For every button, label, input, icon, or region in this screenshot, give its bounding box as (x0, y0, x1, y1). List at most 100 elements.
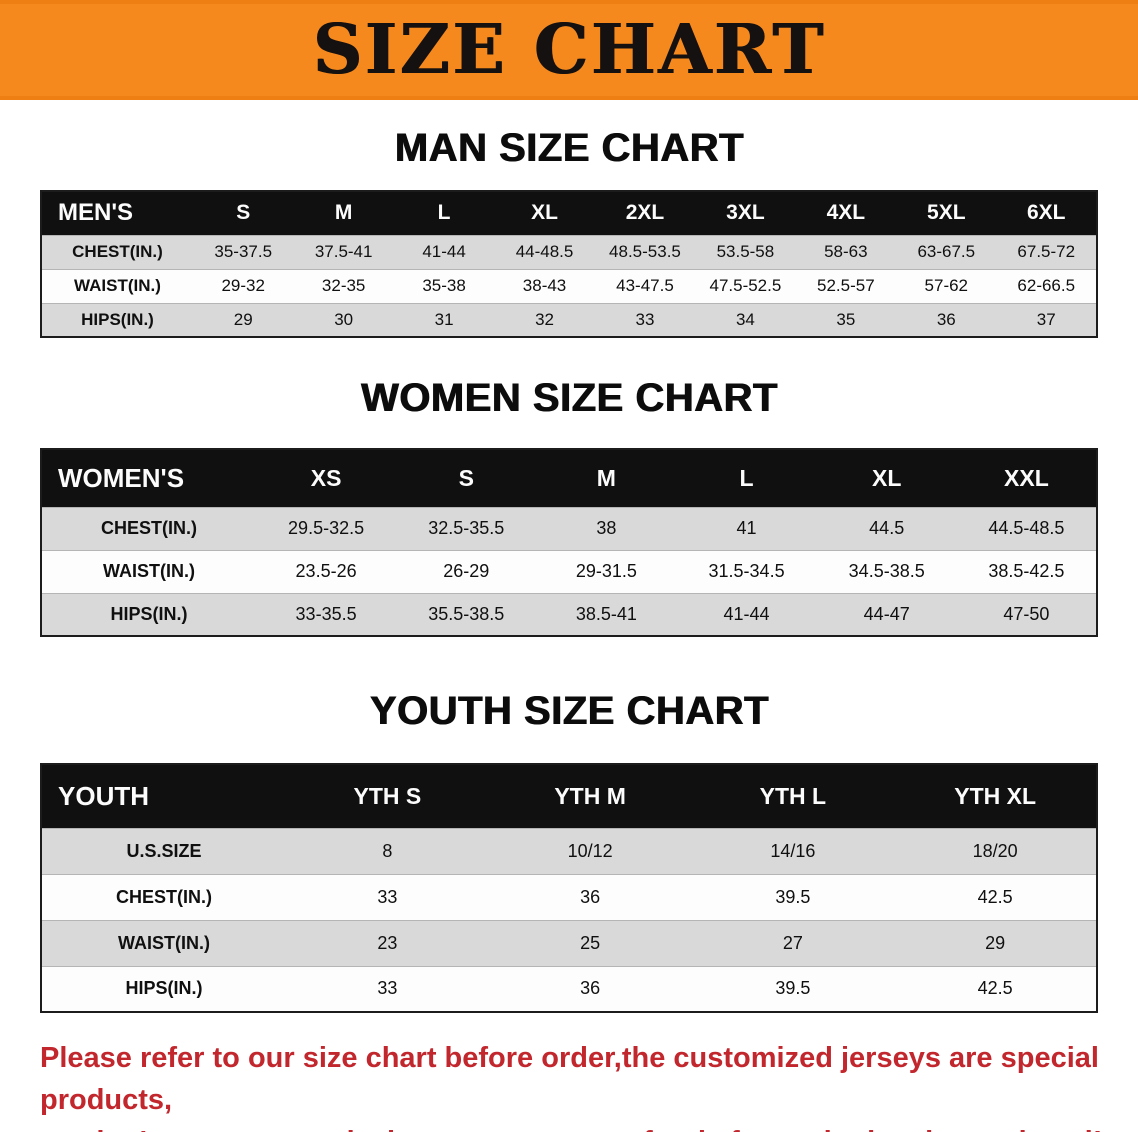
value-cell: 63-67.5 (896, 234, 997, 269)
value-cell: 23.5-26 (256, 549, 397, 593)
value-cell: 67.5-72 (996, 234, 1097, 269)
value-cell: 38.5-42.5 (956, 549, 1097, 593)
value-cell: 32 (494, 302, 595, 337)
section-heading: WOMEN SIZE CHART (360, 376, 778, 420)
value-cell: 34.5-38.5 (816, 549, 957, 593)
size-chart-section: WOMEN SIZE CHART WOMEN'S XS S M L XL XXL CHEST(I… (0, 374, 1138, 637)
row-label-cell: HIPS(IN.) (41, 965, 286, 1012)
footer-note: Please refer to our size chart before or… (40, 1037, 1118, 1132)
measurement-row: U.S.SIZE 8 10/12 14/16 18/20 (41, 827, 1097, 874)
row-label-cell: HIPS(IN.) (41, 592, 256, 636)
value-cell: 29.5-32.5 (256, 506, 397, 550)
value-cell: 35-37.5 (193, 234, 294, 269)
row-label-cell: WAIST(IN.) (41, 549, 256, 593)
measurement-row: HIPS(IN.) 33 36 39.5 42.5 (41, 965, 1097, 1012)
table-title-cell: MEN'S (41, 191, 193, 235)
size-header-cell: S (396, 449, 537, 507)
value-cell: 41-44 (676, 592, 817, 636)
value-cell: 44-47 (816, 592, 957, 636)
row-label-cell: WAIST(IN.) (41, 268, 193, 303)
value-cell: 62-66.5 (996, 268, 1097, 303)
value-cell: 42.5 (894, 873, 1097, 920)
value-cell: 27 (691, 919, 895, 966)
value-cell: 10/12 (488, 827, 692, 874)
value-cell: 29-31.5 (536, 549, 677, 593)
banner-title: SIZE CHART (312, 10, 826, 90)
size-header-cell: L (676, 449, 817, 507)
value-cell: 18/20 (894, 827, 1097, 874)
size-table: YOUTH YTH S YTH M YTH L YTH XL U.S.SIZE 8 10/12… (40, 763, 1098, 1013)
value-cell: 25 (488, 919, 692, 966)
measurement-row: CHEST(IN.) 29.5-32.5 32.5-35.5 38 41 44.5 44.5… (41, 506, 1097, 550)
value-cell: 44.5 (816, 506, 957, 550)
size-header-cell: 6XL (996, 191, 1097, 235)
size-header-cell: YTH XL (894, 764, 1097, 828)
value-cell: 43-47.5 (594, 268, 696, 303)
value-cell: 35.5-38.5 (396, 592, 537, 636)
value-cell: 44.5-48.5 (956, 506, 1097, 550)
value-cell: 36 (896, 302, 997, 337)
measurement-row: CHEST(IN.) 33 36 39.5 42.5 (41, 873, 1097, 920)
value-cell: 33-35.5 (256, 592, 397, 636)
value-cell: 58-63 (795, 234, 897, 269)
value-cell: 42.5 (894, 965, 1097, 1012)
value-cell: 32-35 (293, 268, 394, 303)
value-cell: 29 (193, 302, 294, 337)
value-cell: 44-48.5 (494, 234, 595, 269)
measurement-row: HIPS(IN.) 29 30 31 32 33 34 35 36 37 (41, 302, 1097, 337)
row-label-cell: CHEST(IN.) (41, 506, 256, 550)
section-heading: MAN SIZE CHART (394, 126, 744, 170)
row-label-cell: U.S.SIZE (41, 827, 286, 874)
size-header-cell: L (393, 191, 495, 235)
table-header-row: WOMEN'S XS S M L XL XXL (41, 449, 1097, 507)
size-header-cell: XXL (956, 449, 1097, 507)
size-chart-section: YOUTH SIZE CHART YOUTH YTH S YTH M YTH L YTH … (0, 687, 1138, 1013)
value-cell: 41-44 (393, 234, 495, 269)
size-chart-section: MAN SIZE CHART MEN'S S M L XL 2XL 3XL 4XL 5XL 6XL C… (0, 124, 1138, 338)
value-cell: 29-32 (193, 268, 294, 303)
value-cell: 31 (393, 302, 495, 337)
value-cell: 47.5-52.5 (695, 268, 796, 303)
size-header-cell: M (536, 449, 677, 507)
row-label-cell: HIPS(IN.) (41, 302, 193, 337)
footer-line-2: we don't accept cancel, change, teturn o… (40, 1121, 1118, 1132)
value-cell: 32.5-35.5 (396, 506, 537, 550)
value-cell: 52.5-57 (795, 268, 897, 303)
value-cell: 36 (488, 873, 692, 920)
value-cell: 33 (286, 965, 489, 1012)
size-header-cell: 4XL (795, 191, 897, 235)
size-header-cell: XL (494, 191, 595, 235)
value-cell: 8 (286, 827, 489, 874)
table-header-row: YOUTH YTH S YTH M YTH L YTH XL (41, 764, 1097, 828)
value-cell: 36 (488, 965, 692, 1012)
section-heading: YOUTH SIZE CHART (369, 689, 769, 733)
value-cell: 37 (996, 302, 1097, 337)
value-cell: 47-50 (956, 592, 1097, 636)
size-table: WOMEN'S XS S M L XL XXL CHEST(IN.) 29.5-32.5 32.5… (40, 448, 1098, 637)
table-header-row: MEN'S S M L XL 2XL 3XL 4XL 5XL 6XL (41, 191, 1097, 235)
value-cell: 53.5-58 (695, 234, 796, 269)
size-header-cell: YTH L (691, 764, 895, 828)
value-cell: 33 (286, 873, 489, 920)
value-cell: 41 (676, 506, 817, 550)
size-header-cell: 2XL (594, 191, 696, 235)
size-header-cell: YTH M (488, 764, 692, 828)
size-header-cell: XS (256, 449, 397, 507)
value-cell: 33 (594, 302, 696, 337)
value-cell: 14/16 (691, 827, 895, 874)
measurement-row: WAIST(IN.) 23.5-26 26-29 29-31.5 31.5-34.5 34… (41, 549, 1097, 593)
size-header-cell: S (193, 191, 294, 235)
banner: SIZE CHART (0, 0, 1138, 100)
value-cell: 38-43 (494, 268, 595, 303)
value-cell: 38 (536, 506, 677, 550)
value-cell: 37.5-41 (293, 234, 394, 269)
value-cell: 39.5 (691, 873, 895, 920)
value-cell: 48.5-53.5 (594, 234, 696, 269)
chart-sections: MAN SIZE CHART MEN'S S M L XL 2XL 3XL 4XL 5XL 6XL C… (0, 124, 1138, 1013)
row-label-cell: CHEST(IN.) (41, 234, 193, 269)
row-label-cell: WAIST(IN.) (41, 919, 286, 966)
value-cell: 35-38 (393, 268, 495, 303)
size-header-cell: 5XL (896, 191, 997, 235)
measurement-row: WAIST(IN.) 23 25 27 29 (41, 919, 1097, 966)
